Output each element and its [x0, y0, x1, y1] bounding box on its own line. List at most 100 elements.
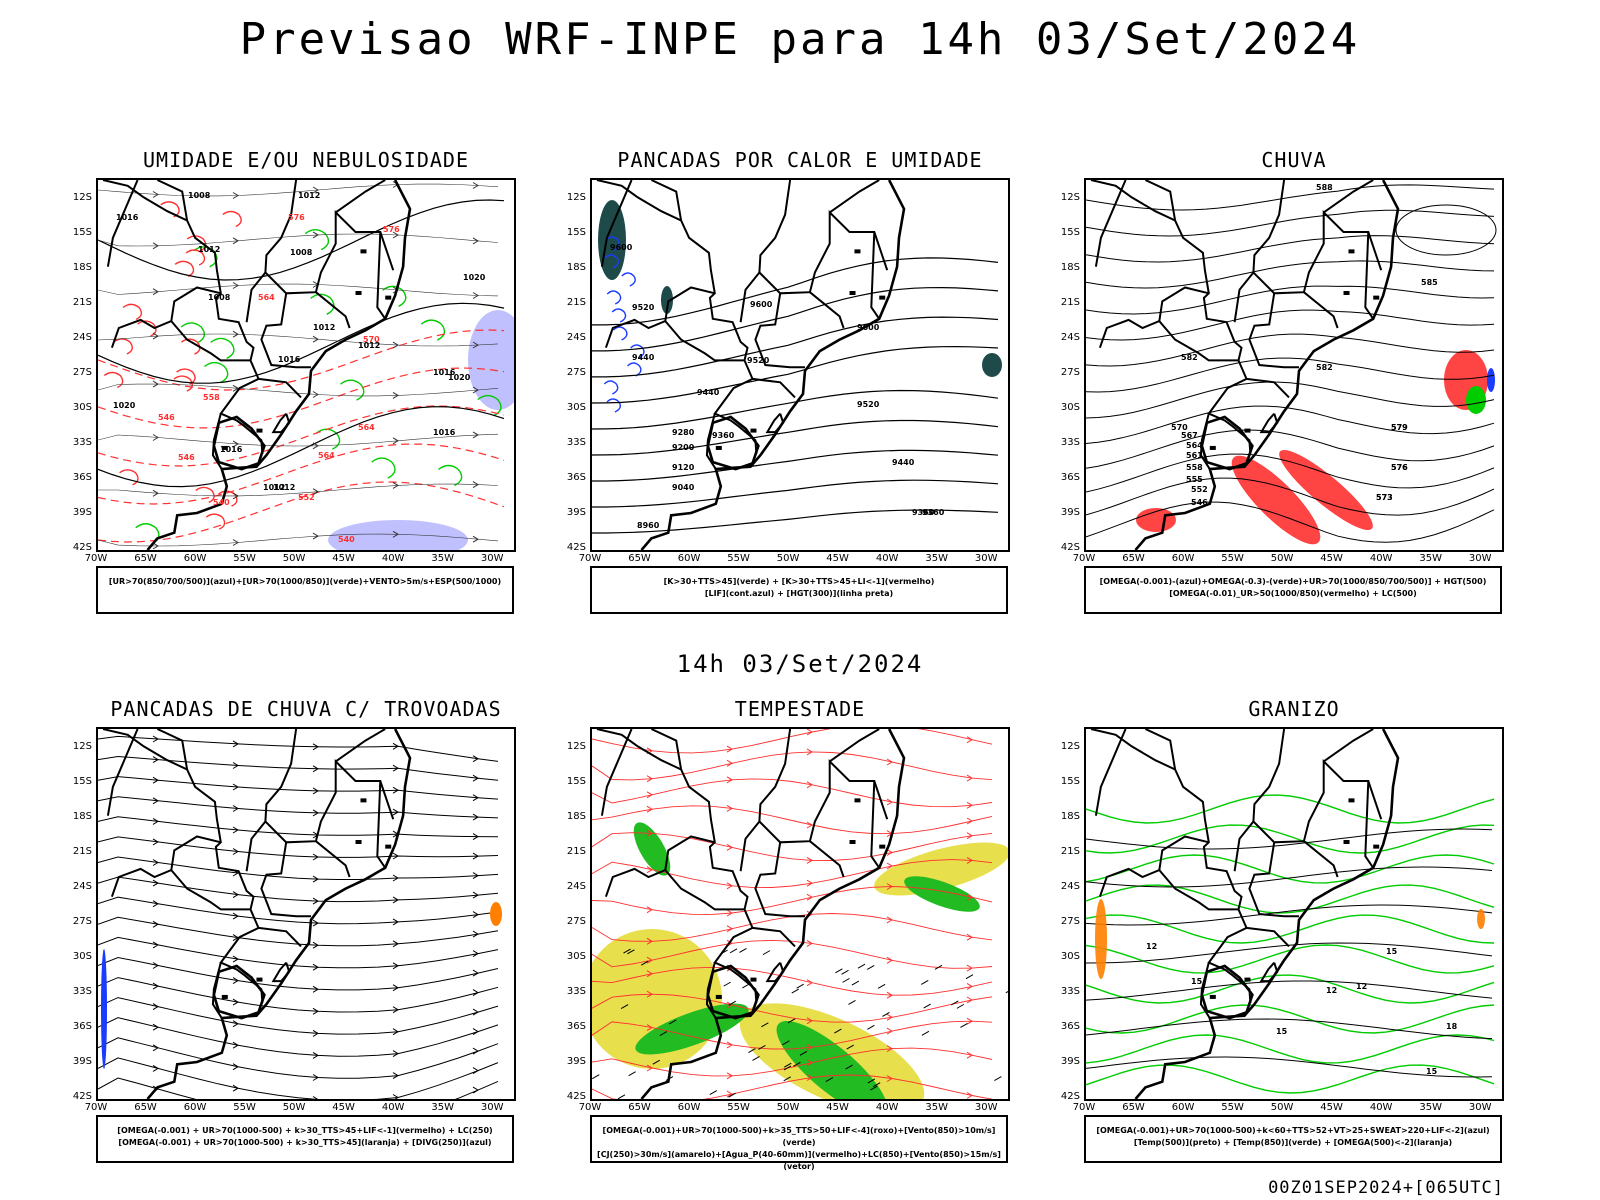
state-border	[1253, 180, 1381, 293]
lon-tick-label: 60W	[180, 553, 210, 564]
wind-vector	[852, 981, 859, 985]
lat-tick-label: 18S	[552, 262, 586, 273]
map-frame[interactable]: 9600 9520 9440 9600 9520 9440 9280 9200 9120 9040…	[590, 178, 1010, 552]
lat-tick-label: 33S	[552, 986, 586, 997]
lon-tick-label: 55W	[724, 1102, 754, 1113]
legend-box: [OMEGA(-0.001)+UR>70(1000-500)+k<60+TTS>…	[1084, 1115, 1502, 1163]
lon-tick-label: 40W	[1366, 1102, 1396, 1113]
state-border	[265, 180, 393, 293]
temp850-contour	[1086, 1005, 1494, 1033]
country-outline	[214, 966, 265, 1018]
contour-label: 9600	[610, 243, 633, 252]
map-frame[interactable]: 12 12 15 15 15 12 18 15	[1084, 727, 1504, 1101]
lat-tick-label: 39S	[552, 507, 586, 518]
wind-vector	[797, 984, 804, 988]
lon-tick-label: 50W	[1267, 1102, 1297, 1113]
state-border	[830, 180, 880, 212]
state-border	[1096, 180, 1126, 267]
hgt500-contour	[1396, 205, 1496, 255]
streamline	[98, 837, 498, 858]
legend-line: [OMEGA(-0.01)_UR>50(1000/850)(vermelho) …	[1090, 588, 1496, 600]
lake-mark	[1348, 798, 1354, 802]
lake-mark	[360, 249, 366, 253]
lat-tick-label: 27S	[552, 367, 586, 378]
lat-tick-label: 39S	[58, 507, 92, 518]
map-frame[interactable]: 1008 1012 1016 1012 1008 1008 1012 1016 1020 1016…	[96, 178, 516, 552]
state-border	[1159, 321, 1238, 360]
contour-label: 9440	[892, 458, 915, 467]
streamline-arrow	[473, 1029, 478, 1035]
shaded-area	[101, 949, 107, 1069]
state-border	[1249, 293, 1299, 367]
lake-mark	[256, 978, 262, 982]
hgt-contour	[592, 288, 998, 351]
contour-label: 540	[338, 535, 355, 544]
lat-tick-label: 18S	[1046, 811, 1080, 822]
contour-label: 564	[358, 423, 375, 432]
state-border	[1253, 729, 1381, 842]
state-border	[755, 842, 805, 916]
contour-label: 9040	[672, 483, 695, 492]
wind-vector	[994, 1077, 1001, 1081]
wind-vector	[848, 1000, 855, 1004]
streamline-arrow	[807, 894, 812, 900]
lon-tick-label: 55W	[1218, 1102, 1248, 1113]
lon-tick-label: 40W	[872, 553, 902, 564]
contour-label: 9520	[747, 356, 770, 365]
map-frame[interactable]	[590, 727, 1010, 1101]
state-border	[753, 928, 796, 947]
streamline-arrow	[967, 1093, 972, 1099]
streamline-arrow	[967, 997, 972, 1003]
lat-tick-label: 42S	[58, 542, 92, 553]
lif-contour	[612, 309, 625, 322]
state-border	[1100, 288, 1209, 348]
contour-label: 15	[1276, 1027, 1288, 1036]
hgt500-contour	[1086, 286, 1494, 314]
lake-mark	[854, 798, 860, 802]
shaded-area	[598, 200, 626, 280]
legend-line: [UR>70(850/700/500)](azul)+[UR>70(1000/8…	[102, 576, 508, 588]
panel-title: PANCADAS DE CHUVA C/ TROVOADAS	[96, 697, 516, 721]
lat-tick-label: 39S	[58, 1056, 92, 1067]
lat-tick-label: 12S	[552, 192, 586, 203]
legend-box: [OMEGA(-0.001)+UR>70(1000-500)+k>35_TTS>…	[590, 1115, 1008, 1163]
lat-tick-label: 36S	[58, 1021, 92, 1032]
contour-label: 1012	[298, 191, 320, 200]
lon-tick-label: 60W	[674, 1102, 704, 1113]
state-border	[1247, 379, 1290, 398]
temp850-contour	[1086, 795, 1494, 823]
lake-mark	[750, 429, 756, 433]
streamline	[592, 779, 992, 807]
map-frame[interactable]: 588 585 582 579 576 573 570 567 564 561 558 555 552 5…	[1084, 178, 1504, 552]
temp500-contour	[1086, 981, 1492, 1000]
state-border	[759, 180, 887, 293]
lat-tick-label: 21S	[58, 846, 92, 857]
streamline-arrow	[647, 907, 652, 913]
legend-box: [OMEGA(-0.001)-(azul)+OMEGA(-0.3)-(verde…	[1084, 566, 1502, 614]
lon-tick-label: 35W	[922, 553, 952, 564]
lake-mark	[1373, 296, 1379, 300]
streamline-arrow	[967, 818, 972, 824]
humidity-contour	[421, 320, 444, 340]
lon-tick-label: 30W	[477, 1102, 507, 1113]
lat-tick-label: 30S	[58, 951, 92, 962]
wind-vector	[922, 1031, 929, 1035]
legend-line: [LIF](cont.azul) + [HGT(300)](linha pret…	[596, 588, 1002, 600]
lif-contour	[604, 381, 617, 394]
lat-tick-label: 12S	[58, 192, 92, 203]
contour-label: 9360	[712, 431, 735, 440]
state-border	[665, 321, 744, 360]
shaded-area	[1477, 909, 1485, 929]
state-border	[261, 842, 311, 916]
panel-title: TEMPESTADE	[590, 697, 1010, 721]
streamline-arrow	[153, 1004, 158, 1010]
lon-tick-label: 55W	[230, 553, 260, 564]
lake-mark	[1344, 840, 1350, 844]
lat-tick-label: 18S	[1046, 262, 1080, 273]
lon-tick-label: 30W	[1465, 1102, 1495, 1113]
lif-contour	[607, 291, 620, 304]
map-frame[interactable]	[96, 727, 516, 1101]
streamline-arrow	[967, 737, 972, 743]
lon-tick-label: 30W	[477, 553, 507, 564]
wind-vector	[878, 984, 885, 988]
